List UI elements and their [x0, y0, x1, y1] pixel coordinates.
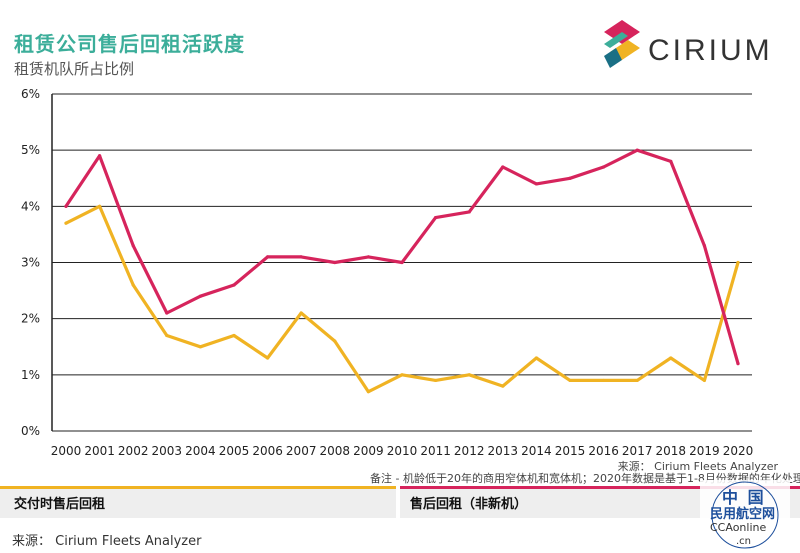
y-tick-label: 3% — [21, 256, 40, 270]
data-point-s0 — [98, 204, 102, 208]
data-point-s0 — [635, 378, 639, 383]
y-tick-label: 6% — [21, 87, 40, 101]
data-point-s1 — [131, 244, 135, 248]
watermark-badge-icon — [700, 480, 790, 550]
y-tick-label: 0% — [21, 424, 40, 438]
data-point-s1 — [568, 176, 572, 180]
data-point-s0 — [366, 390, 370, 394]
legend-swatch-new — [0, 486, 396, 489]
x-tick-label: 2010 — [387, 444, 418, 458]
data-point-s0 — [266, 356, 270, 360]
legend-item-new — [0, 489, 396, 518]
x-tick-label: 2020 — [723, 444, 754, 458]
x-tick-label: 2016 — [588, 444, 619, 458]
data-point-s1 — [736, 362, 740, 366]
data-point-s1 — [232, 283, 236, 287]
source-note-bottom: 来源： Cirium Fleets Analyzer — [12, 534, 202, 549]
watermark-line3: CCAonline — [710, 521, 767, 534]
x-tick-label: 2018 — [656, 444, 687, 458]
data-point-s1 — [165, 311, 169, 315]
data-point-s1 — [602, 165, 606, 169]
legend-label-used: 售后回租（非新机） — [410, 497, 528, 512]
series-line-0 — [64, 204, 740, 394]
y-tick-label: 4% — [21, 199, 40, 213]
footnote: 备注 - 机龄低于20年的商用窄体机和宽体机；2020年数据是基于1-8月份数据… — [370, 472, 800, 485]
data-point-s1 — [534, 182, 539, 186]
series-line-1 — [64, 148, 740, 366]
x-tick-label: 2000 — [51, 444, 82, 458]
source-note-top: 来源： Cirium Fleets Analyzer — [617, 460, 778, 473]
data-point-s1 — [366, 255, 370, 259]
legend-swatch-used — [400, 486, 800, 489]
x-tick-label: 2011 — [420, 444, 451, 458]
data-point-s0 — [232, 333, 236, 338]
watermark-line2: 民用航空网 — [710, 507, 776, 522]
data-point-s1 — [400, 260, 404, 265]
logo-wordmark: CIRIUM — [648, 34, 773, 67]
x-tick-label: 2014 — [521, 444, 552, 458]
data-point-s0 — [602, 378, 606, 383]
y-tick-label: 1% — [21, 368, 40, 382]
data-point-s0 — [736, 260, 740, 265]
data-point-s0 — [333, 339, 337, 343]
data-point-s1 — [198, 294, 202, 298]
watermark-line4: .cn — [736, 536, 752, 547]
data-point-s0 — [534, 356, 539, 360]
data-point-s0 — [434, 378, 438, 383]
x-tick-label: 2004 — [185, 444, 216, 458]
data-point-s1 — [669, 159, 673, 163]
data-point-s1 — [635, 148, 639, 152]
data-point-s0 — [669, 356, 673, 360]
data-point-s1 — [434, 215, 438, 220]
data-point-s0 — [568, 378, 572, 383]
x-tick-label: 2008 — [320, 444, 351, 458]
data-point-s1 — [266, 255, 270, 259]
data-point-s1 — [467, 210, 471, 214]
x-tick-label: 2002 — [118, 444, 149, 458]
watermark-line1: 中 国 — [722, 488, 766, 507]
x-tick-label: 2017 — [622, 444, 653, 458]
data-point-s0 — [467, 373, 471, 377]
y-tick-label: 2% — [21, 312, 40, 326]
data-point-s1 — [501, 165, 505, 169]
x-tick-label: 2009 — [353, 444, 384, 458]
data-point-s0 — [198, 345, 202, 349]
x-tick-label: 2006 — [252, 444, 283, 458]
x-tick-label: 2007 — [286, 444, 317, 458]
data-point-s1 — [299, 255, 303, 259]
x-tick-label: 2015 — [555, 444, 586, 458]
data-point-s1 — [64, 204, 68, 208]
x-tick-label: 2001 — [84, 444, 115, 458]
x-tick-label: 2019 — [689, 444, 720, 458]
data-point-s0 — [299, 311, 303, 315]
data-point-s0 — [400, 373, 404, 377]
legend-label-new: 交付时售后回租 — [14, 497, 106, 512]
data-point-s1 — [702, 244, 707, 248]
cirium-logo-icon — [604, 20, 640, 68]
x-tick-label: 2005 — [219, 444, 250, 458]
y-tick-label: 5% — [21, 143, 40, 157]
data-point-s1 — [333, 260, 337, 265]
chart-subtitle: 租赁机队所占比例 — [14, 60, 135, 78]
chart-title: 租赁公司售后回租活跃度 — [14, 32, 245, 56]
data-point-s1 — [98, 154, 102, 158]
data-point-s0 — [131, 283, 135, 287]
data-point-s0 — [501, 384, 505, 388]
x-tick-label: 2012 — [454, 444, 485, 458]
x-tick-label: 2003 — [152, 444, 183, 458]
data-point-s0 — [702, 378, 707, 383]
line-chart: 0%1%2%3%4%5%6%2000 2001 2002 2003 2004 2005 20… — [21, 87, 754, 458]
x-tick-label: 2013 — [488, 444, 519, 458]
data-point-s0 — [64, 221, 68, 225]
data-point-s0 — [165, 333, 169, 338]
